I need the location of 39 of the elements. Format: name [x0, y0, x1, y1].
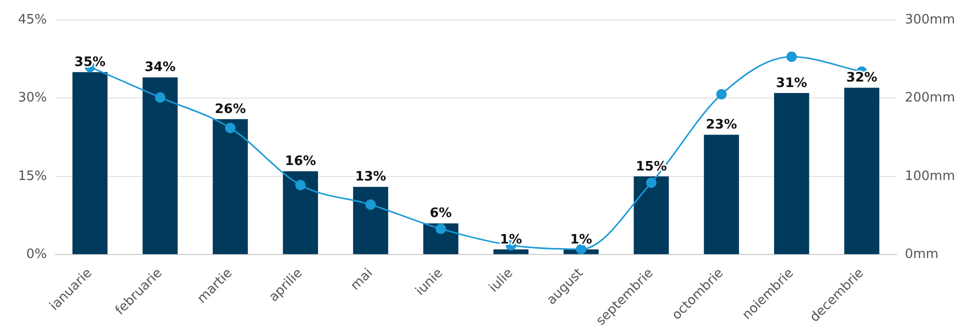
y2-tick-label: 0mm — [904, 247, 938, 262]
y-tick-label: 30% — [18, 90, 47, 106]
data-label: 1% — [570, 232, 592, 248]
x-tick-label: iulie — [486, 266, 516, 296]
y2-tick-label: 300mm — [904, 12, 955, 28]
point — [786, 52, 797, 62]
bar — [704, 134, 739, 254]
data-label: 13% — [355, 170, 386, 185]
y-tick-label: 15% — [18, 168, 47, 184]
point — [225, 122, 236, 134]
y2-tick-label: 200mm — [904, 90, 955, 106]
point — [716, 89, 727, 100]
data-label: 32% — [846, 70, 878, 86]
bar — [634, 176, 669, 254]
bar — [142, 77, 178, 254]
bar — [774, 93, 810, 254]
data-label: 35% — [74, 55, 106, 70]
data-label: 34% — [144, 60, 176, 76]
bar — [212, 119, 248, 254]
point — [436, 224, 446, 234]
bar — [353, 186, 388, 254]
point — [646, 177, 657, 188]
y2-tick-label: 100mm — [904, 168, 955, 184]
bar — [282, 171, 318, 254]
point — [154, 92, 166, 103]
point — [576, 244, 586, 254]
data-label: 26% — [214, 102, 246, 117]
data-label: 31% — [776, 76, 808, 91]
data-label: 6% — [430, 206, 452, 222]
data-label: 23% — [706, 118, 738, 133]
point — [365, 199, 376, 210]
data-label: 1% — [500, 232, 522, 248]
bar — [493, 249, 528, 254]
point — [295, 180, 306, 190]
data-label: 16% — [284, 154, 316, 170]
bar — [844, 88, 880, 254]
bar — [72, 72, 108, 254]
y-tick-label: 0% — [26, 247, 47, 262]
y-tick-label: 45% — [18, 12, 47, 28]
